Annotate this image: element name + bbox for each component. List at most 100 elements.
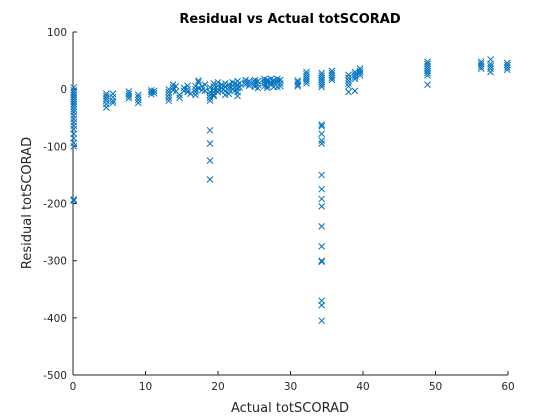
data-point xyxy=(134,96,142,104)
x-tick-label: 20 xyxy=(211,381,224,393)
y-axis-label: Residual totSCORAD xyxy=(20,137,35,269)
data-point xyxy=(184,85,191,93)
data-point xyxy=(201,87,209,95)
y-tick-label: -100 xyxy=(43,141,67,153)
data-point xyxy=(245,80,253,87)
data-point xyxy=(206,140,214,147)
data-point xyxy=(206,157,214,164)
data-point xyxy=(150,89,158,97)
data-point xyxy=(165,94,173,102)
x-axis-label: Actual totSCORAD xyxy=(231,401,349,416)
data-point xyxy=(328,76,336,84)
data-point xyxy=(195,77,202,84)
data-point xyxy=(234,92,241,100)
data-point xyxy=(424,72,431,79)
y-tick-label: -300 xyxy=(43,256,67,268)
data-point xyxy=(345,80,352,87)
data-point xyxy=(125,94,133,102)
data-point xyxy=(345,82,352,90)
data-point xyxy=(345,77,352,84)
data-point xyxy=(245,82,253,90)
x-tick-label: 50 xyxy=(429,381,442,393)
data-point xyxy=(294,81,302,88)
data-point xyxy=(318,81,326,88)
data-point xyxy=(503,64,511,71)
data-point xyxy=(70,102,78,110)
data-point xyxy=(318,223,326,230)
x-tick-label: 30 xyxy=(284,381,297,393)
data-point xyxy=(276,82,284,90)
data-point xyxy=(165,97,173,104)
data-point xyxy=(294,82,302,90)
data-point xyxy=(318,185,326,193)
y-ticks: -500 -400 -300 -200 -100 0 100 xyxy=(43,27,77,382)
data-point xyxy=(424,69,431,77)
y-tick-label: -400 xyxy=(43,313,67,325)
data-point xyxy=(214,85,222,93)
data-point xyxy=(134,91,142,99)
data-point xyxy=(487,62,494,70)
data-point xyxy=(206,126,214,134)
data-point xyxy=(201,81,209,88)
data-points xyxy=(70,56,511,325)
data-point xyxy=(70,197,78,204)
x-tick-label: 10 xyxy=(139,381,152,393)
data-point xyxy=(318,257,326,265)
x-ticks: 0 10 20 30 40 50 60 xyxy=(70,371,515,393)
x-tick-label: 0 xyxy=(70,381,77,393)
y-tick-label: 0 xyxy=(60,84,67,96)
data-point xyxy=(356,69,364,77)
data-point xyxy=(345,74,352,82)
data-point xyxy=(345,71,352,79)
data-point xyxy=(70,105,78,113)
data-point xyxy=(236,84,244,91)
data-point xyxy=(318,171,326,179)
data-point xyxy=(192,91,199,99)
data-point xyxy=(318,137,326,144)
data-point xyxy=(125,92,133,100)
data-point xyxy=(303,77,310,85)
y-tick-label: -200 xyxy=(43,199,67,211)
data-point xyxy=(206,176,214,183)
data-point xyxy=(318,121,326,128)
data-point xyxy=(225,81,233,88)
x-tick-label: 60 xyxy=(501,381,514,393)
data-point xyxy=(102,94,110,102)
y-tick-label: -500 xyxy=(43,370,67,382)
data-point xyxy=(150,87,158,95)
data-point xyxy=(328,74,336,82)
data-point xyxy=(351,75,359,83)
data-point xyxy=(206,94,214,102)
data-point xyxy=(351,87,359,95)
data-point xyxy=(225,84,233,91)
data-point xyxy=(134,93,142,101)
data-point xyxy=(318,122,326,130)
data-point xyxy=(318,203,326,210)
data-point xyxy=(172,82,180,90)
chart-title: Residual vs Actual totSCORAD xyxy=(179,12,400,27)
data-point xyxy=(70,84,78,91)
data-point xyxy=(477,62,485,70)
data-point xyxy=(303,80,310,87)
data-point xyxy=(176,94,183,102)
data-point xyxy=(70,196,78,203)
data-point xyxy=(206,97,214,104)
data-point xyxy=(109,99,117,107)
data-point xyxy=(192,88,199,96)
data-point xyxy=(424,81,431,88)
data-point xyxy=(345,88,352,96)
data-point xyxy=(70,100,78,108)
data-point xyxy=(487,68,494,76)
data-point xyxy=(318,83,326,91)
data-point xyxy=(180,87,188,95)
data-point xyxy=(318,258,326,266)
data-point xyxy=(254,84,262,92)
data-point xyxy=(351,73,359,80)
data-point xyxy=(477,65,485,72)
data-point xyxy=(276,80,284,87)
data-point xyxy=(210,80,218,87)
data-point xyxy=(318,195,326,203)
data-point xyxy=(109,97,117,104)
x-tick-label: 40 xyxy=(356,381,369,393)
